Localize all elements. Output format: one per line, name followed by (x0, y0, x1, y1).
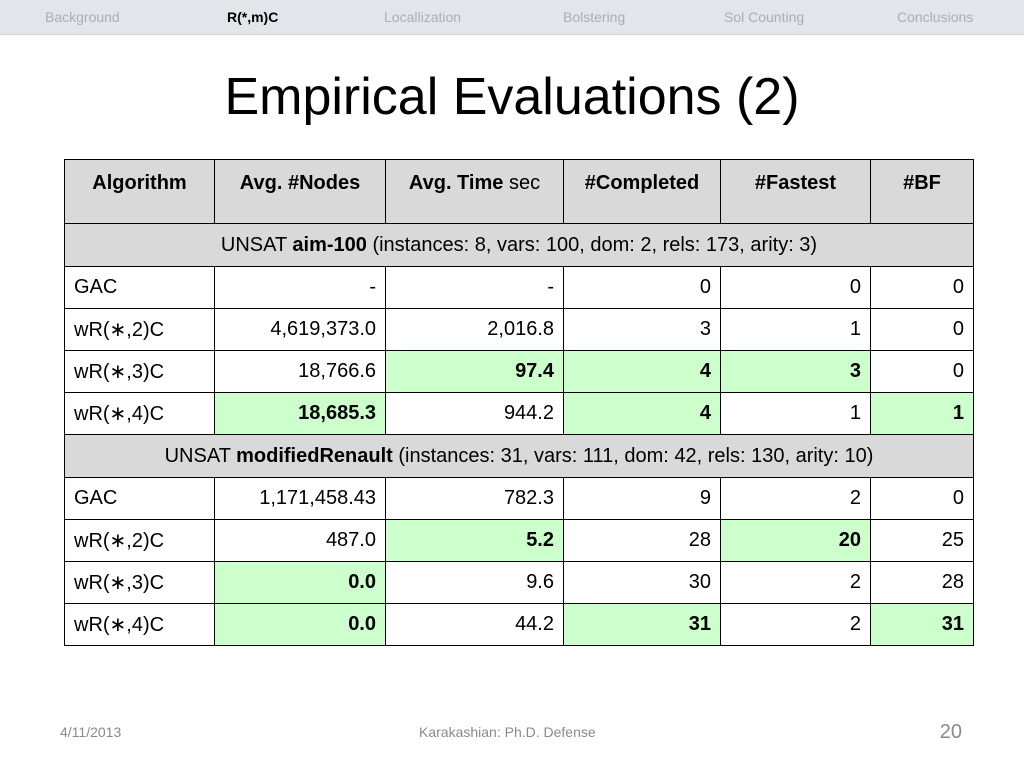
cell-algorithm: GAC (64, 266, 215, 309)
page-number: 20 (939, 721, 962, 743)
cell-completed: 0 (563, 266, 721, 309)
header-algorithm: Algorithm (64, 159, 215, 224)
table-row: wR(∗,3)C 18,766.6 97.4 4 3 0 (64, 350, 974, 393)
group-prefix: UNSAT (164, 444, 237, 467)
cell-completed: 9 (563, 477, 721, 520)
group-details: (instances: 31, vars: 111, dom: 42, rels… (392, 444, 874, 467)
cell-completed-best: 31 (563, 603, 721, 646)
section-nav-bar: Background R(*,m)C Locallization Bolster… (0, 0, 1024, 35)
nav-item-bolstering[interactable]: Bolstering (563, 9, 626, 25)
table-header-row: Algorithm Avg. #Nodes Avg. Time sec #Com… (64, 159, 974, 224)
header-completed: #Completed (563, 159, 721, 224)
header-bf: #BF (870, 159, 974, 224)
cell-time: 9.6 (385, 561, 564, 604)
nav-item-sol-counting[interactable]: Sol Counting (724, 9, 805, 25)
cell-completed-best: 4 (563, 392, 721, 435)
group-prefix: UNSAT (220, 233, 293, 256)
cell-time: 44.2 (385, 603, 564, 646)
table-row: wR(∗,3)C 0.0 9.6 30 2 28 (64, 561, 974, 604)
header-avg-time-label: Avg. Time (408, 172, 504, 194)
cell-algorithm: wR(∗,4)C (64, 392, 215, 435)
cell-nodes-best: 0.0 (214, 603, 386, 646)
cell-bf: 0 (870, 308, 974, 351)
footer-date: 4/11/2013 (60, 724, 122, 740)
cell-algorithm: GAC (64, 477, 215, 520)
header-avg-nodes: Avg. #Nodes (214, 159, 386, 224)
group-header-row: UNSAT modifiedRenault (instances: 31, va… (64, 434, 974, 478)
cell-time-best: 5.2 (385, 519, 564, 562)
results-table: Algorithm Avg. #Nodes Avg. Time sec #Com… (64, 159, 974, 646)
cell-time-best: 97.4 (385, 350, 564, 393)
table-row: wR(∗,4)C 0.0 44.2 31 2 31 (64, 603, 974, 646)
header-avg-time-unit: sec (508, 172, 541, 194)
group-header-row: UNSAT aim-100 (instances: 8, vars: 100, … (64, 223, 974, 267)
cell-time: 944.2 (385, 392, 564, 435)
table-row: GAC - - 0 0 0 (64, 266, 974, 309)
nav-item-conclusions[interactable]: Conclusions (897, 9, 974, 25)
footer-presenter: Karakashian: Ph.D. Defense (419, 724, 596, 740)
cell-algorithm: wR(∗,4)C (64, 603, 215, 646)
cell-algorithm: wR(∗,2)C (64, 519, 215, 562)
group-name: modifiedRenault (236, 444, 393, 467)
cell-nodes-best: 0.0 (214, 561, 386, 604)
table-row: GAC 1,171,458.43 782.3 9 2 0 (64, 477, 974, 520)
slide-title: Empirical Evaluations (2) (224, 68, 800, 126)
nav-item-rmc[interactable]: R(*,m)C (227, 9, 279, 25)
cell-completed: 30 (563, 561, 721, 604)
cell-completed: 28 (563, 519, 721, 562)
header-avg-time: Avg. Time sec (385, 159, 564, 224)
cell-bf: 0 (870, 266, 974, 309)
cell-nodes: - (214, 266, 386, 309)
cell-bf: 25 (870, 519, 974, 562)
header-fastest: #Fastest (720, 159, 871, 224)
cell-nodes: 1,171,458.43 (214, 477, 386, 520)
nav-item-background[interactable]: Background (45, 9, 120, 25)
table-row: wR(∗,4)C 18,685.3 944.2 4 1 1 (64, 392, 974, 435)
table-row: wR(∗,2)C 487.0 5.2 28 20 25 (64, 519, 974, 562)
cell-fastest: 0 (720, 266, 871, 309)
cell-bf: 0 (870, 477, 974, 520)
nav-item-localization[interactable]: Locallization (384, 9, 462, 25)
table-row: wR(∗,2)C 4,619,373.0 2,016.8 3 1 0 (64, 308, 974, 351)
cell-fastest: 2 (720, 561, 871, 604)
cell-nodes-best: 18,685.3 (214, 392, 386, 435)
cell-algorithm: wR(∗,3)C (64, 561, 215, 604)
cell-time: 782.3 (385, 477, 564, 520)
cell-bf: 0 (870, 350, 974, 393)
cell-bf-best: 31 (870, 603, 974, 646)
cell-algorithm: wR(∗,3)C (64, 350, 215, 393)
cell-completed-best: 4 (563, 350, 721, 393)
group-details: (instances: 8, vars: 100, dom: 2, rels: … (366, 233, 818, 256)
cell-fastest: 1 (720, 308, 871, 351)
cell-time: 2,016.8 (385, 308, 564, 351)
cell-time: - (385, 266, 564, 309)
group-name: aim-100 (292, 233, 367, 256)
cell-fastest: 2 (720, 603, 871, 646)
cell-bf-best: 1 (870, 392, 974, 435)
cell-fastest: 2 (720, 477, 871, 520)
cell-algorithm: wR(∗,2)C (64, 308, 215, 351)
cell-nodes: 18,766.6 (214, 350, 386, 393)
cell-fastest-best: 3 (720, 350, 871, 393)
group-header-cell: UNSAT aim-100 (instances: 8, vars: 100, … (64, 223, 974, 267)
cell-nodes: 4,619,373.0 (214, 308, 386, 351)
group-header-cell: UNSAT modifiedRenault (instances: 31, va… (64, 434, 974, 478)
cell-nodes: 487.0 (214, 519, 386, 562)
cell-completed: 3 (563, 308, 721, 351)
cell-fastest: 1 (720, 392, 871, 435)
cell-bf: 28 (870, 561, 974, 604)
cell-fastest-best: 20 (720, 519, 871, 562)
